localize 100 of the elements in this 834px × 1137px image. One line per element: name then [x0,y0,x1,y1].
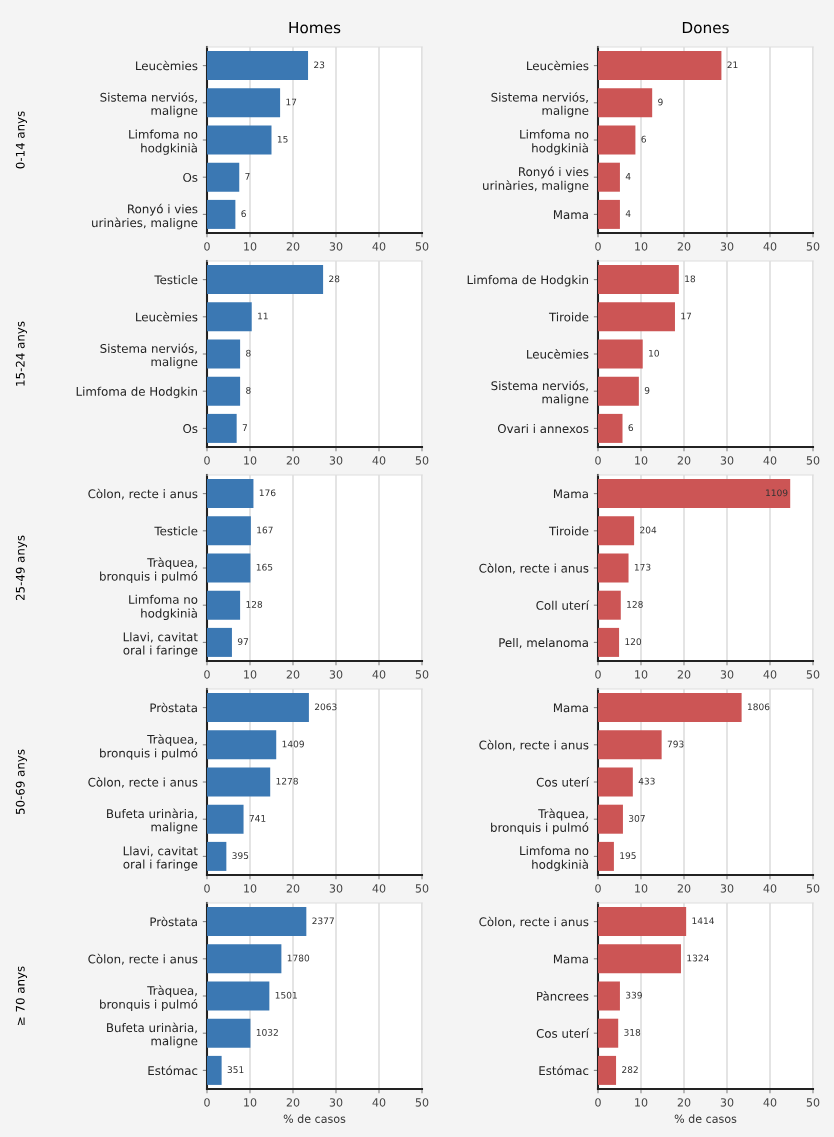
y-tick-label: Còlon, recte i anus [479,563,589,574]
y-tick-label: Estómac [539,1065,589,1076]
x-tick-label: 30 [720,884,734,893]
bar [598,51,722,81]
annotation: 17 [286,98,297,106]
x-tick-label: 30 [329,670,343,679]
annotation: 204 [640,526,657,534]
bar [207,413,237,443]
y-tick-label: Os [183,172,198,182]
annotation: 8 [246,349,251,357]
x-tick-label: 50 [415,242,429,251]
annotation: 18 [685,275,696,283]
x-tick-label: 40 [763,884,777,893]
x-tick-label: 20 [677,242,691,251]
x-tick-label: 50 [806,884,820,893]
annotation: 8 [246,386,251,394]
x-tick-label: 10 [635,670,648,679]
y-tick-label: Cos uterí [536,1028,590,1038]
x-tick-label: 30 [329,884,343,893]
x-tick-label: 50 [415,670,429,679]
x-tick-label: 20 [286,670,300,679]
x-tick-label: 20 [286,884,300,893]
x-tick-label: 50 [806,1098,820,1107]
x-tick-label: 20 [286,456,300,465]
y-axis-title: 15-24 anys [15,321,27,386]
y-tick-label: Bufeta urinària, maligne [107,1022,198,1048]
x-tick-label: 0 [595,1098,601,1107]
annotation: 741 [249,815,266,822]
bar [598,265,679,295]
x-tick-label: 0 [595,884,601,893]
annotation: 128 [246,600,263,608]
bar [598,413,623,443]
bar [598,627,620,657]
bar [598,1018,619,1048]
bar [598,981,620,1011]
y-tick-label: Pàncrees [537,991,589,1001]
annotation: 1414 [692,917,714,925]
bar [598,804,623,834]
x-tick-label: 50 [415,884,429,893]
bar [207,553,251,583]
annotation: 1409 [282,740,304,748]
x-axis-title: % de casos [283,1114,346,1123]
y-tick-label: Llavi, cavitat oral i faringe [123,846,198,871]
annotation: 21 [727,61,738,69]
bar [207,767,271,797]
x-tick-label: 20 [677,884,691,893]
x-tick-label: 0 [595,456,601,465]
bar [207,907,307,937]
annotation: 15 [277,135,288,143]
bar [598,590,621,620]
bar [207,730,277,760]
y-tick-label: Testicle [154,275,198,285]
bar [598,693,742,723]
bar [207,479,254,509]
y-tick-label: Còlon, recte i anus [88,488,198,500]
y-axis-title: 0-14 anys [15,111,27,169]
y-tick-label: Sistema nerviós, maligne [100,92,198,118]
bar [207,693,309,723]
y-tick-label: Leucèmies [136,60,198,71]
x-tick-label: 50 [806,242,820,251]
y-tick-label: Còlon, recte i anus [479,739,589,751]
y-tick-label: Bufeta urinària, maligne [107,808,198,834]
y-tick-label: Pròstata [150,702,197,713]
annotation: 28 [329,275,340,283]
x-tick-label: 40 [372,670,386,679]
y-tick-label: Estómac [148,1065,198,1076]
y-tick-label: Mama [553,489,588,499]
y-tick-label: Limfoma no hodgkinià [129,594,198,620]
bar [207,516,251,546]
annotation: 6 [241,210,246,218]
y-tick-label: Còlon, recte i anus [479,916,589,928]
x-tick-label: 30 [720,456,734,465]
bar [207,981,270,1011]
x-tick-label: 40 [763,1098,777,1107]
annotation: 307 [629,814,645,822]
annotation: 1806 [747,703,770,711]
annotation: 11 [258,312,268,320]
y-tick-label: Tràquea, bronquis i pulmó [100,985,198,1012]
y-tick-label: Leucèmies [527,349,589,359]
bar [207,944,282,974]
bar [598,376,639,406]
bar [598,944,681,974]
annotation: 9 [644,386,650,394]
annotation: 128 [627,600,643,608]
x-tick-label: 0 [204,1098,210,1107]
x-tick-label: 10 [244,456,257,465]
bar [207,1055,222,1085]
y-tick-label: Limfoma no hodgkinià [129,129,198,155]
bar [207,88,281,118]
x-tick-label: 10 [244,1098,257,1107]
bar [207,162,240,192]
annotation: 120 [625,638,642,646]
annotation: 1324 [687,954,709,962]
y-tick-label: Os [183,424,198,434]
x-tick-label: 30 [329,456,343,465]
x-tick-label: 40 [763,456,777,465]
x-tick-label: 30 [720,670,734,679]
bar [207,339,241,369]
x-tick-label: 40 [372,456,386,465]
bar [207,804,244,834]
